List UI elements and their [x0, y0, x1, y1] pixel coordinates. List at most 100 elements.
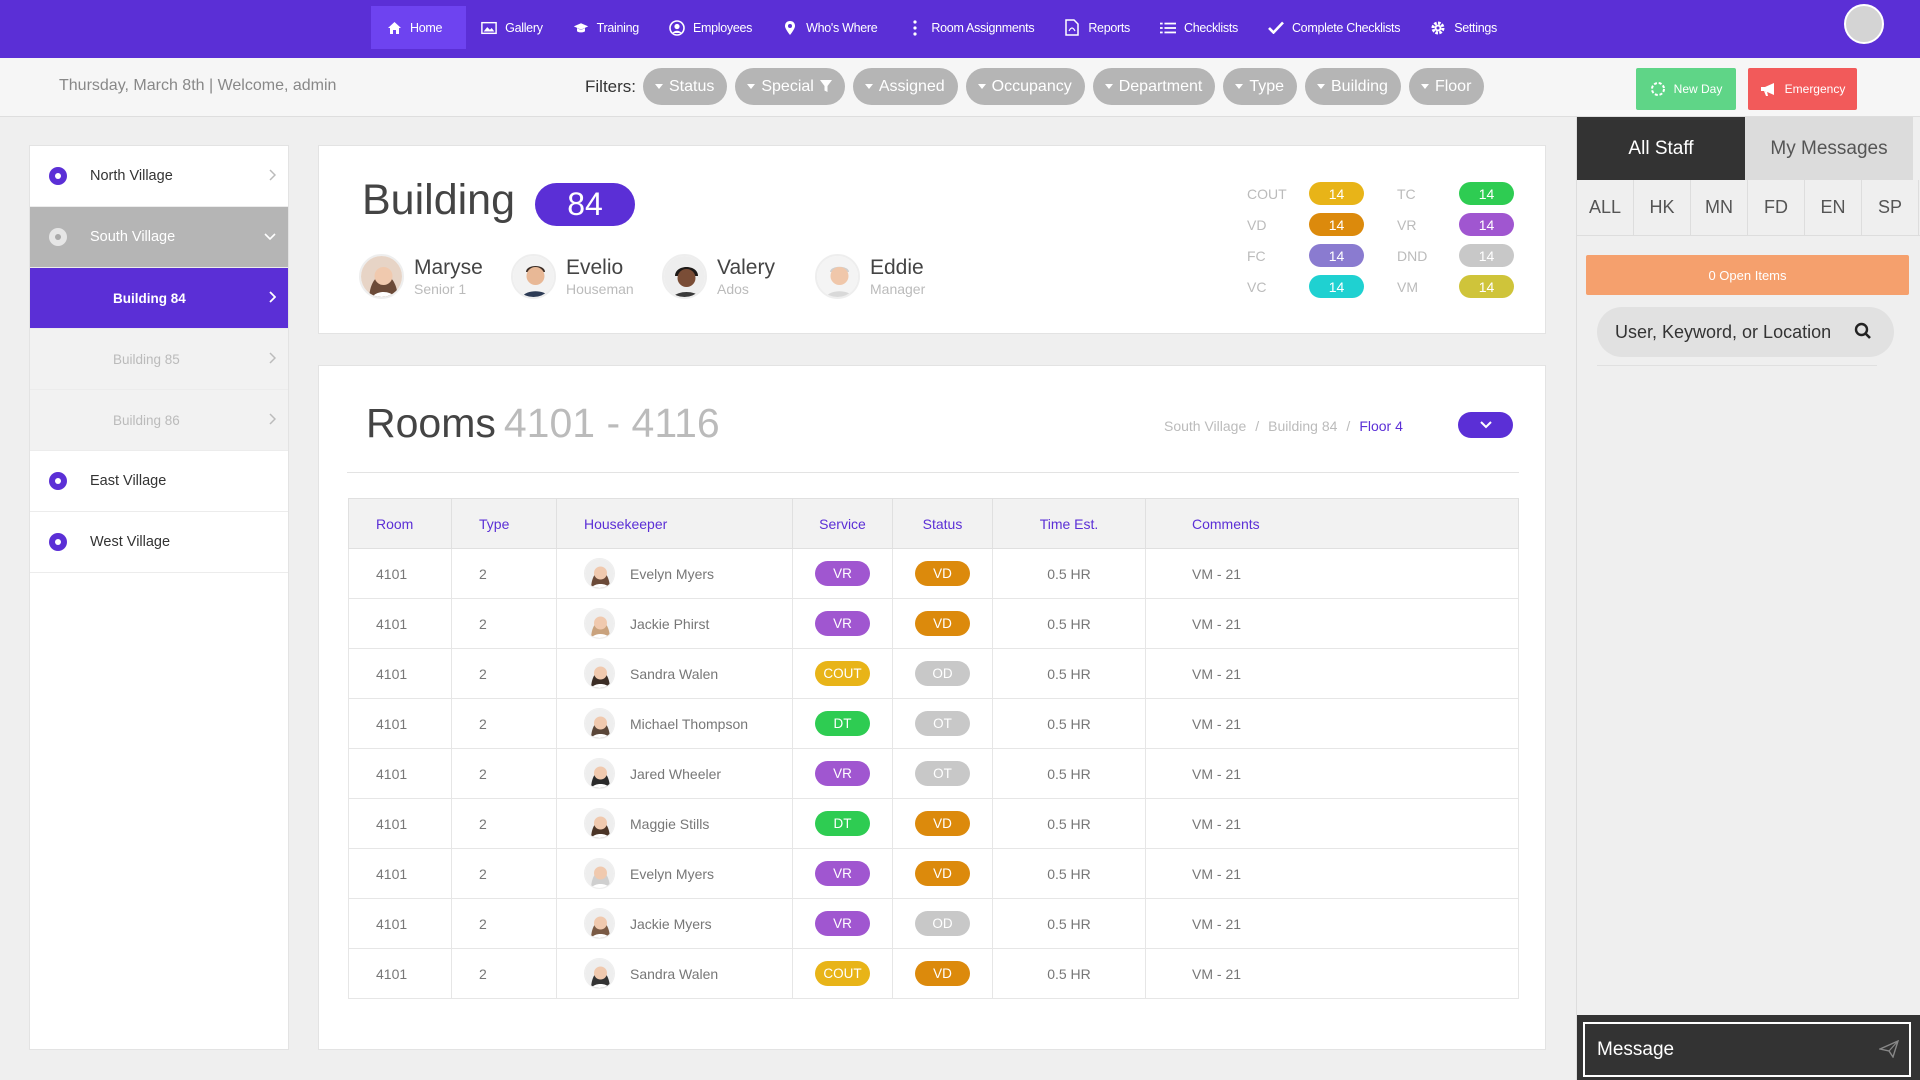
- nav-employees[interactable]: Employees: [654, 6, 767, 49]
- housekeeper[interactable]: Evelyn Myers: [584, 858, 792, 889]
- status-tag[interactable]: VD: [915, 611, 970, 636]
- staff-messages-panel: All Staff My Messages ALL HK MN FD EN SP…: [1576, 117, 1920, 1080]
- service-tag[interactable]: VR: [815, 561, 870, 586]
- nav-reports[interactable]: Reports: [1049, 6, 1145, 49]
- dept-tab-mn[interactable]: MN: [1691, 180, 1748, 235]
- search-icon[interactable]: [1854, 322, 1872, 340]
- type-cell: 2: [451, 548, 557, 599]
- sidebar-item-building-84[interactable]: Building 84: [30, 268, 288, 329]
- housekeeper[interactable]: Jackie Phirst: [584, 608, 792, 639]
- housekeeper[interactable]: Sandra Walen: [584, 958, 792, 989]
- tab-my-messages[interactable]: My Messages: [1745, 117, 1913, 180]
- breadcrumb-item[interactable]: Building 84: [1268, 418, 1338, 434]
- nav-settings[interactable]: Settings: [1415, 6, 1512, 49]
- housekeeper[interactable]: Maggie Stills: [584, 808, 792, 839]
- filter-building[interactable]: Building: [1305, 68, 1401, 105]
- emergency-button[interactable]: Emergency: [1748, 68, 1857, 110]
- staff-member[interactable]: Eddie Manager: [815, 254, 925, 299]
- building-title: Building: [362, 176, 515, 224]
- staff-member[interactable]: Valery Ados: [662, 254, 775, 299]
- status-tag[interactable]: OD: [915, 911, 970, 936]
- service-tag[interactable]: VR: [815, 911, 870, 936]
- filter-floor[interactable]: Floor: [1408, 68, 1485, 105]
- status-tag[interactable]: VD: [915, 861, 970, 886]
- column-header-status[interactable]: Status: [892, 498, 993, 549]
- nav-checklists[interactable]: Checklists: [1145, 6, 1253, 49]
- column-header-service[interactable]: Service: [792, 498, 893, 549]
- filter-occupancy[interactable]: Occupancy: [965, 68, 1085, 105]
- table-row[interactable]: 4101 2 Evelyn Myers VR VD 0.5 HR VM - 21: [348, 848, 1519, 899]
- table-row[interactable]: 4101 2 Maggie Stills DT VD 0.5 HR VM - 21: [348, 798, 1519, 849]
- table-row[interactable]: 4101 2 Jackie Phirst VR VD 0.5 HR VM - 21: [348, 598, 1519, 649]
- nav-complete-checklists[interactable]: Complete Checklists: [1253, 6, 1415, 49]
- dept-tab-hk[interactable]: HK: [1634, 180, 1691, 235]
- column-header-time-est[interactable]: Time Est.: [992, 498, 1146, 549]
- send-icon[interactable]: [1879, 1040, 1899, 1058]
- housekeeper[interactable]: Evelyn Myers: [584, 558, 792, 589]
- filter-assigned[interactable]: Assigned: [852, 68, 958, 105]
- staff-member[interactable]: Evelio Houseman: [511, 254, 634, 299]
- service-cell: VR: [792, 898, 893, 949]
- new-day-button[interactable]: New Day: [1636, 68, 1736, 110]
- column-header-room[interactable]: Room: [348, 498, 452, 549]
- service-tag[interactable]: DT: [815, 811, 870, 836]
- service-tag[interactable]: VR: [815, 611, 870, 636]
- nav-room-assignments[interactable]: Room Assignments: [892, 6, 1049, 49]
- table-row[interactable]: 4101 2 Sandra Walen COUT VD 0.5 HR VM - 21: [348, 948, 1519, 999]
- column-header-type[interactable]: Type: [451, 498, 557, 549]
- dept-tab-en[interactable]: EN: [1805, 180, 1862, 235]
- table-row[interactable]: 4101 2 Evelyn Myers VR VD 0.5 HR VM - 21: [348, 548, 1519, 599]
- service-tag[interactable]: COUT: [815, 961, 870, 986]
- sidebar-item-west-village[interactable]: West Village: [30, 512, 288, 573]
- nav-label: Complete Checklists: [1291, 20, 1401, 35]
- service-tag[interactable]: DT: [815, 711, 870, 736]
- open-items-button[interactable]: 0 Open Items: [1586, 255, 1909, 295]
- sidebar-item-building-86[interactable]: Building 86: [30, 390, 288, 451]
- sidebar-item-south-village[interactable]: South Village: [30, 207, 288, 268]
- housekeeper[interactable]: Jackie Myers: [584, 908, 792, 939]
- housekeeper[interactable]: Jared Wheeler: [584, 758, 792, 789]
- nav-whos-where[interactable]: Who's Where: [767, 6, 892, 49]
- filter-department[interactable]: Department: [1092, 68, 1216, 105]
- sidebar-item-north-village[interactable]: North Village: [30, 146, 288, 207]
- search-input[interactable]: [1615, 321, 1855, 343]
- staff-member[interactable]: Maryse Senior 1: [359, 254, 483, 299]
- sidebar-item-building-85[interactable]: Building 85: [30, 329, 288, 390]
- table-row[interactable]: 4101 2 Jackie Myers VR OD 0.5 HR VM - 21: [348, 898, 1519, 949]
- nav-gallery[interactable]: Gallery: [466, 6, 558, 49]
- status-tag[interactable]: OD: [915, 661, 970, 686]
- filter-special[interactable]: Special: [735, 68, 845, 105]
- dept-tab-sp[interactable]: SP: [1862, 180, 1919, 235]
- rooms-title: Rooms 4101 - 4116: [366, 400, 720, 447]
- status-tag[interactable]: VD: [915, 961, 970, 986]
- message-input[interactable]: [1597, 1038, 1867, 1061]
- time-cell: 0.5 HR: [992, 898, 1146, 949]
- housekeeper[interactable]: Sandra Walen: [584, 658, 792, 689]
- service-tag[interactable]: COUT: [815, 661, 870, 686]
- table-row[interactable]: 4101 2 Michael Thompson DT OT 0.5 HR VM - 21: [348, 698, 1519, 749]
- nav-home[interactable]: Home: [371, 6, 467, 49]
- column-header-housekeeper[interactable]: Housekeeper: [556, 498, 793, 549]
- table-row[interactable]: 4101 2 Sandra Walen COUT OD 0.5 HR VM - 21: [348, 648, 1519, 699]
- tab-all-staff[interactable]: All Staff: [1577, 117, 1745, 180]
- filter-type[interactable]: Type: [1223, 68, 1297, 105]
- status-tag[interactable]: VD: [915, 561, 970, 586]
- table-row[interactable]: 4101 2 Jared Wheeler VR OT 0.5 HR VM - 21: [348, 748, 1519, 799]
- status-tag[interactable]: OT: [915, 761, 970, 786]
- status-tag[interactable]: VD: [915, 811, 970, 836]
- status-tag[interactable]: OT: [915, 711, 970, 736]
- nav-training[interactable]: Training: [558, 6, 654, 49]
- column-header-comments[interactable]: Comments: [1145, 498, 1519, 549]
- breadcrumb-item[interactable]: South Village: [1164, 418, 1247, 434]
- avatar: [511, 254, 556, 299]
- sidebar-item-east-village[interactable]: East Village: [30, 451, 288, 512]
- housekeeper[interactable]: Michael Thompson: [584, 708, 792, 739]
- floor-dropdown-button[interactable]: [1458, 412, 1513, 438]
- dept-tab-fd[interactable]: FD: [1748, 180, 1805, 235]
- filter-status[interactable]: Status: [643, 68, 728, 105]
- user-avatar[interactable]: [1844, 4, 1884, 44]
- breadcrumb-current[interactable]: Floor 4: [1359, 418, 1403, 434]
- dept-tab-all[interactable]: ALL: [1577, 180, 1634, 235]
- service-tag[interactable]: VR: [815, 861, 870, 886]
- service-tag[interactable]: VR: [815, 761, 870, 786]
